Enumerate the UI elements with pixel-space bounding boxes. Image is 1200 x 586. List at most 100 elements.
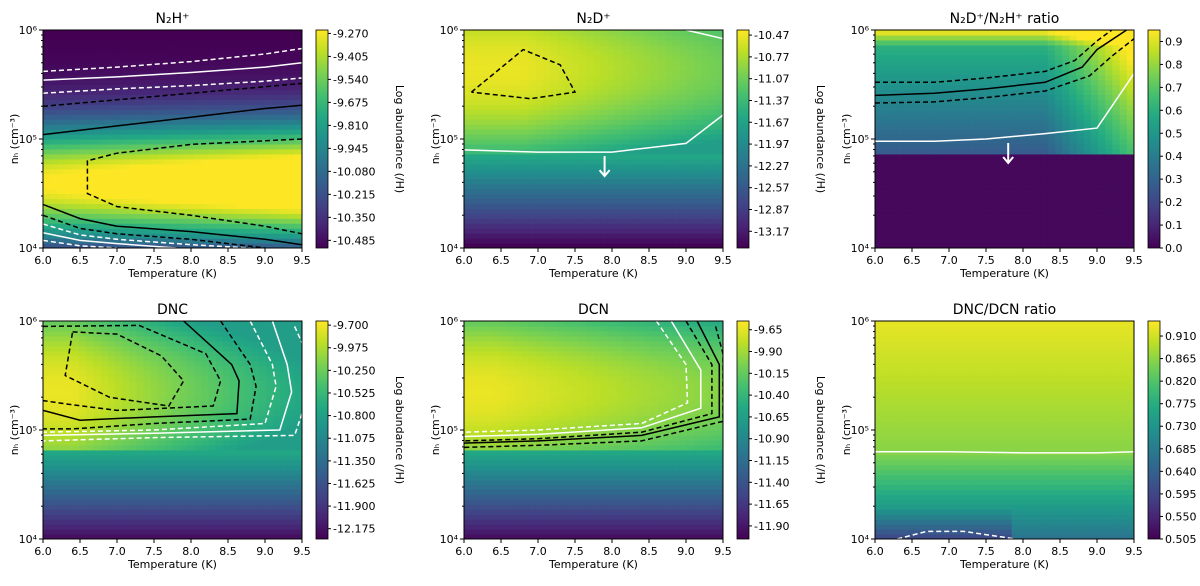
heatmap-cell: [492, 168, 501, 175]
heatmap-cell: [1026, 119, 1034, 125]
heatmap-cell: [172, 54, 181, 61]
heatmap-cell: [1126, 129, 1134, 135]
heatmap-cell: [499, 163, 508, 170]
heatmap-cell: [244, 94, 253, 100]
heatmap-cell: [464, 49, 472, 56]
heatmap-cell: [1105, 163, 1114, 170]
heatmap-cell: [287, 69, 296, 76]
heatmap-cell: [165, 183, 174, 190]
heatmap-cell: [43, 39, 51, 46]
heatmap-cell: [194, 104, 202, 110]
heatmap-cell: [636, 134, 645, 140]
heatmap-cell: [629, 54, 638, 61]
heatmap-cell: [266, 79, 274, 86]
heatmap-cell: [143, 74, 152, 81]
white-solid-contour: [43, 61, 302, 81]
heatmap-cell: [1126, 84, 1134, 91]
heatmap-cell: [186, 44, 195, 51]
heatmap-cell: [1047, 208, 1056, 214]
heatmap-cell: [679, 228, 688, 234]
heatmap-cell: [622, 183, 631, 190]
heatmap-cell: [57, 173, 66, 180]
heatmap-cell: [1112, 124, 1121, 130]
heatmap-cell: [679, 109, 688, 115]
heatmap-cell: [280, 79, 289, 86]
heatmap-cell: [507, 39, 515, 46]
heatmap-cell: [273, 139, 282, 145]
heatmap-cell: [946, 213, 955, 219]
heatmap-cell: [208, 228, 217, 234]
heatmap-cell: [586, 243, 595, 248]
heatmap-cell: [1083, 109, 1092, 115]
heatmap-cell: [636, 243, 645, 248]
heatmap-cell: [593, 193, 602, 200]
heatmap-cell: [514, 233, 523, 239]
heatmap-cell: [129, 99, 138, 105]
heatmap-cell: [43, 464, 51, 471]
heatmap-cell: [615, 178, 623, 185]
heatmap-cell: [1062, 114, 1070, 120]
heatmap-cell: [918, 233, 926, 239]
heatmap-cell: [954, 64, 962, 71]
heatmap-cell: [1047, 114, 1056, 120]
heatmap-cell: [1076, 109, 1085, 115]
heatmap-cell: [478, 124, 487, 130]
heatmap-cell: [143, 173, 152, 180]
heatmap-cell: [968, 134, 977, 140]
heatmap-cell: [1112, 228, 1121, 234]
heatmap-cell: [150, 30, 159, 36]
heatmap-cell: [1004, 228, 1013, 234]
heatmap-cell: [143, 134, 152, 140]
heatmap-cell: [975, 30, 984, 36]
heatmap-cell: [251, 104, 260, 110]
heatmap-cell: [694, 99, 703, 105]
heatmap-cell: [43, 439, 51, 446]
heatmap-cell: [237, 158, 246, 165]
heatmap-cell: [215, 238, 224, 244]
heatmap-cell: [658, 94, 667, 100]
heatmap-cell: [882, 59, 890, 66]
heatmap-cell: [694, 178, 703, 185]
heatmap-cell: [266, 158, 274, 165]
heatmap-cell: [701, 223, 710, 229]
heatmap-cell: [982, 193, 991, 200]
heatmap-cell: [78, 203, 87, 209]
heatmap-cell: [622, 238, 631, 244]
heatmap-cell: [896, 64, 905, 71]
heatmap-cell: [918, 109, 926, 115]
heatmap-cell: [694, 69, 703, 76]
heatmap-cell: [492, 183, 501, 190]
heatmap-cell: [715, 84, 723, 91]
heatmap-cell: [258, 59, 267, 66]
heatmap-cell: [208, 163, 217, 170]
heatmap-cell: [622, 193, 631, 200]
heatmap-cell: [114, 193, 123, 200]
heatmap-cell: [158, 233, 166, 239]
heatmap-cell: [143, 183, 152, 190]
heatmap-cell: [222, 153, 231, 160]
heatmap-cell: [78, 104, 87, 110]
heatmap-cell: [1054, 59, 1063, 66]
heatmap-cell: [107, 148, 116, 155]
heatmap-cell: [701, 163, 710, 170]
heatmap-cell: [43, 459, 51, 466]
heatmap-cell: [194, 223, 202, 229]
heatmap-cell: [672, 129, 681, 135]
heatmap-cell: [1062, 49, 1070, 56]
heatmap-cell: [150, 208, 159, 214]
heatmap-cell: [571, 243, 580, 248]
heatmap-cell: [222, 59, 231, 66]
heatmap-cell: [1126, 59, 1134, 66]
heatmap-cell: [629, 208, 638, 214]
heatmap-cell: [1033, 213, 1042, 219]
heatmap-cell: [222, 148, 231, 155]
heatmap-cell: [266, 168, 274, 175]
colorbar-tick-label: -11.67: [754, 116, 789, 129]
heatmap-cell: [478, 183, 487, 190]
heatmap-cell: [280, 134, 289, 140]
heatmap-cell: [571, 104, 580, 110]
heatmap-cell: [499, 59, 508, 66]
heatmap-cell: [701, 99, 710, 105]
heatmap-cell: [179, 39, 188, 46]
heatmap-cell: [43, 178, 51, 185]
